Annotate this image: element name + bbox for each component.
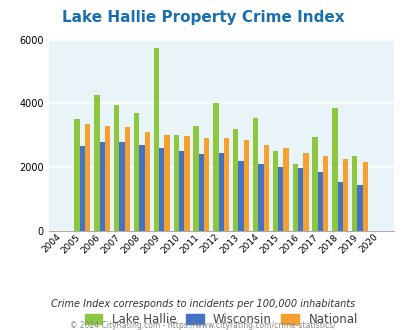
Bar [74,119,79,231]
Bar [198,154,204,231]
Bar [317,172,322,231]
Bar [356,185,362,231]
Bar [277,167,283,231]
Bar [173,135,179,231]
Bar [272,151,277,231]
Bar [85,124,90,231]
Bar [232,129,238,231]
Bar [322,156,328,231]
Legend: Lake Hallie, Wisconsin, National: Lake Hallie, Wisconsin, National [81,310,360,330]
Text: Crime Index corresponds to incidents per 100,000 inhabitants: Crime Index corresponds to incidents per… [51,299,354,309]
Bar [99,142,104,231]
Bar [159,148,164,231]
Bar [263,145,268,231]
Bar [258,164,263,231]
Bar [94,95,99,231]
Bar [224,139,229,231]
Bar [218,153,224,231]
Bar [297,168,303,231]
Bar [303,153,308,231]
Bar [331,108,337,231]
Bar [292,164,297,231]
Bar [193,126,198,231]
Bar [184,136,189,231]
Bar [362,162,367,231]
Bar [252,118,258,231]
Bar [351,156,356,231]
Bar [213,103,218,231]
Bar [144,132,149,231]
Bar [283,148,288,231]
Bar [153,48,159,231]
Text: Lake Hallie Property Crime Index: Lake Hallie Property Crime Index [62,10,343,25]
Bar [134,113,139,231]
Bar [311,137,317,231]
Bar [179,151,184,231]
Bar [124,127,130,231]
Text: © 2024 CityRating.com - https://www.cityrating.com/crime-statistics/: © 2024 CityRating.com - https://www.city… [70,320,335,330]
Bar [119,142,124,231]
Bar [238,161,243,231]
Bar [204,139,209,231]
Bar [139,145,144,231]
Bar [243,140,249,231]
Bar [164,135,169,231]
Bar [114,105,119,231]
Bar [104,126,110,231]
Bar [337,182,342,231]
Bar [79,147,85,231]
Bar [342,159,347,231]
